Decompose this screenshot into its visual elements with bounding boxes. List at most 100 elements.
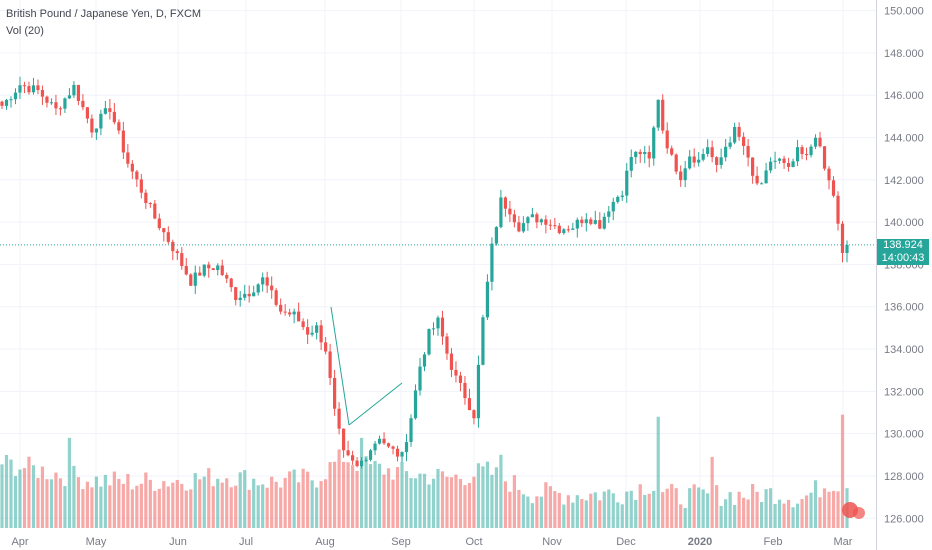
candle-body bbox=[512, 214, 516, 223]
volume-bar bbox=[791, 507, 795, 528]
candle-body bbox=[485, 281, 490, 318]
candle-body bbox=[409, 418, 413, 443]
volume-bar bbox=[234, 485, 238, 528]
volume-bar bbox=[539, 496, 543, 528]
candle-body bbox=[148, 203, 152, 205]
symbol-title[interactable]: British Pound / Japanese Yen, D, FXCM bbox=[6, 8, 202, 20]
candle-body bbox=[818, 137, 822, 147]
candle-body bbox=[157, 218, 161, 229]
candle-body bbox=[701, 154, 705, 160]
candle-body bbox=[36, 85, 40, 91]
volume-bar bbox=[517, 489, 521, 528]
price-tick-label: 134.000 bbox=[884, 344, 924, 356]
volume-bar bbox=[818, 497, 822, 528]
volume-bar bbox=[746, 499, 750, 528]
volume-bar bbox=[355, 470, 359, 528]
volume-bar bbox=[521, 494, 525, 528]
volume-bar bbox=[225, 478, 229, 528]
volume-bar bbox=[544, 482, 548, 528]
grid-lines bbox=[0, 0, 876, 528]
candle-body bbox=[710, 147, 714, 158]
time-tick-label: Dec bbox=[616, 536, 636, 548]
volume-bar bbox=[386, 468, 391, 528]
candle-body bbox=[773, 160, 777, 162]
volume-bar bbox=[153, 490, 157, 528]
trendline-up[interactable] bbox=[348, 382, 403, 426]
candle-body bbox=[301, 321, 305, 328]
volume-bar bbox=[499, 454, 503, 528]
candle-body bbox=[643, 151, 647, 155]
candle-body bbox=[189, 274, 193, 286]
volume-bar bbox=[526, 496, 530, 528]
candle-body bbox=[715, 157, 719, 165]
candle-body bbox=[328, 351, 332, 378]
volume-bar bbox=[121, 483, 125, 528]
candle-body bbox=[602, 216, 606, 229]
volume-bar bbox=[571, 502, 575, 528]
candle-body bbox=[692, 156, 696, 163]
candle-body bbox=[530, 214, 534, 218]
candle-body bbox=[310, 332, 314, 335]
price-axis[interactable]: 126.000 128.000 130.000 132.000 134.000 136.0… bbox=[884, 6, 924, 526]
candle-body bbox=[791, 161, 795, 167]
candle-body bbox=[768, 161, 773, 171]
volume-bar bbox=[643, 494, 647, 528]
volume-bar bbox=[679, 504, 683, 528]
volume-bar bbox=[733, 504, 737, 528]
volume-bar bbox=[647, 493, 651, 528]
volume-bar bbox=[49, 479, 54, 528]
volume-bar bbox=[768, 488, 773, 528]
volume-bar bbox=[350, 465, 355, 528]
volume-bar bbox=[598, 500, 602, 528]
candle-body bbox=[54, 102, 58, 109]
candle-body bbox=[503, 197, 508, 209]
price-tick-label: 126.000 bbox=[884, 513, 924, 525]
volume-bar bbox=[715, 485, 719, 528]
volume-bar bbox=[674, 488, 678, 528]
price-tick-label: 130.000 bbox=[884, 429, 924, 441]
volume-bar bbox=[9, 459, 13, 528]
trendline-down[interactable] bbox=[330, 306, 350, 426]
volume-bar bbox=[764, 489, 768, 528]
candle-body bbox=[220, 265, 224, 275]
volume-bar bbox=[67, 437, 72, 528]
volume-bar bbox=[589, 493, 593, 528]
volume-bar bbox=[760, 502, 764, 528]
volume-indicator-label[interactable]: Vol (20) bbox=[6, 25, 44, 37]
volume-bar bbox=[400, 462, 404, 528]
time-tick-label: Sep bbox=[391, 536, 411, 548]
time-tick-label: Jun bbox=[169, 536, 187, 548]
price-tick-label: 142.000 bbox=[884, 175, 924, 187]
volume-bar bbox=[472, 476, 476, 528]
candle-body bbox=[306, 327, 310, 335]
volume-bar bbox=[301, 468, 305, 528]
candle-body bbox=[382, 438, 386, 444]
volume-bar bbox=[211, 486, 215, 528]
candle-body bbox=[99, 113, 103, 129]
candle-body bbox=[4, 99, 9, 106]
candle-body bbox=[427, 329, 431, 355]
candle-body bbox=[746, 145, 750, 158]
candle-body bbox=[836, 195, 840, 224]
candle-body bbox=[697, 159, 701, 163]
volume-bar bbox=[377, 463, 382, 528]
candle-body bbox=[706, 147, 710, 155]
candle-body bbox=[458, 375, 463, 383]
volume-bar bbox=[562, 504, 566, 528]
time-tick-label: Jul bbox=[239, 536, 253, 548]
volume-bar bbox=[512, 475, 516, 528]
volume-bar bbox=[620, 504, 624, 528]
volume-bar bbox=[45, 479, 49, 528]
time-axis[interactable]: Apr May Jun Jul Aug Sep Oct Nov Dec 2020 Feb Mar bbox=[11, 536, 852, 548]
candle-body bbox=[629, 157, 633, 171]
candle-body bbox=[422, 354, 427, 367]
volume-bar bbox=[135, 485, 139, 528]
candle-body bbox=[593, 220, 597, 224]
volume-bar bbox=[427, 484, 431, 528]
candle-body bbox=[751, 157, 755, 176]
candle-body bbox=[755, 175, 759, 184]
candle-body bbox=[831, 180, 836, 196]
candle-body bbox=[288, 312, 292, 315]
volume-bar bbox=[126, 473, 130, 528]
